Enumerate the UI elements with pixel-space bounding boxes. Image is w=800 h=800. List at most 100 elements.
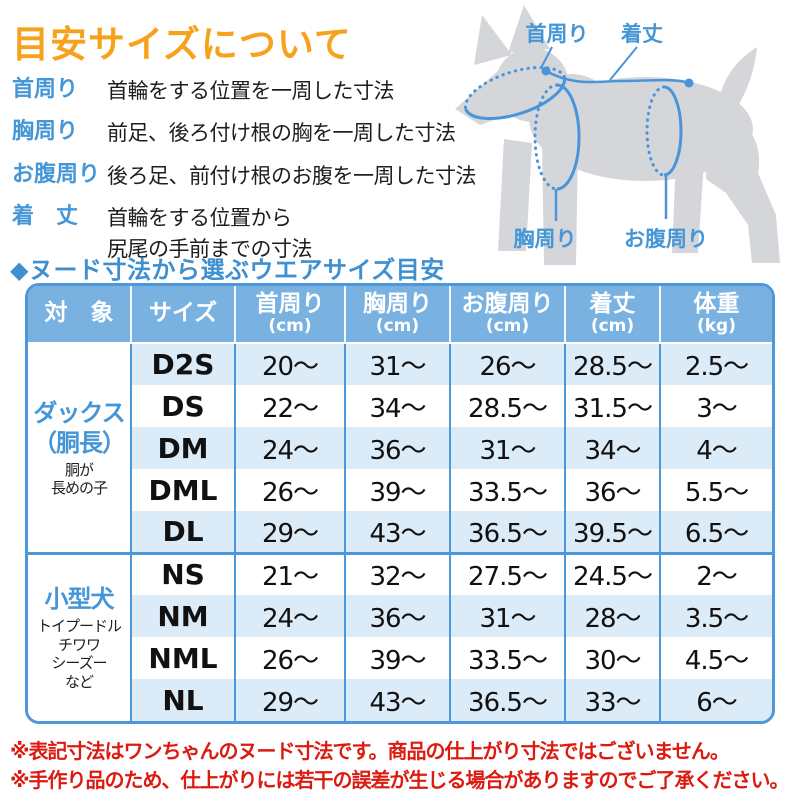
dog-diagram-svg: 首周り 着丈 胸周り お腹周り: [455, 5, 780, 265]
chest-cell: 39～: [345, 637, 451, 679]
weight-cell: 2.5～: [660, 343, 772, 385]
belly-cell: 33.5～: [450, 469, 566, 511]
dog-measurement-diagram: 首周り 着丈 胸周り お腹周り: [440, 0, 800, 270]
table-row: DL 29～ 43～ 36.5～ 39.5～ 6.5～: [28, 511, 772, 553]
header-neck: 首周り (cm): [235, 286, 346, 344]
neck-girth-line-back: [463, 65, 566, 111]
length-cell: 34～: [565, 427, 661, 469]
size-cell: NML: [131, 637, 236, 679]
dog-ear-left: [474, 15, 512, 65]
page-title: 目安サイズについて: [12, 23, 352, 66]
neck-cell: 29～: [235, 679, 346, 721]
table-row: NL 29～ 43～ 36.5～ 33～ 6～: [28, 679, 772, 721]
neck-cell: 24～: [235, 595, 346, 637]
note-nude-measurement: ※表記寸法はワンちゃんのヌード寸法です。商品の仕上がり寸法ではございません。: [10, 739, 730, 763]
group-name: 小型犬: [44, 584, 115, 613]
chest-cell: 39～: [345, 469, 451, 511]
belly-cell: 36.5～: [450, 679, 566, 721]
group-sub: 胴が 長めの子: [50, 460, 108, 498]
belly-cell: 31～: [450, 595, 566, 637]
chest-cell: 43～: [345, 511, 451, 553]
neck-cell: 26～: [235, 469, 346, 511]
weight-cell: 4～: [660, 427, 772, 469]
group-cell-dachshund: ダックス （胴長） 胴が 長めの子: [28, 343, 132, 553]
size-cell: NM: [131, 595, 236, 637]
size-cell: DML: [131, 469, 236, 511]
diagram-chest-label: 胸周り: [514, 227, 577, 251]
length-start-dot: [541, 66, 551, 76]
length-cell: 24.5～: [565, 551, 661, 595]
note-handmade-tolerance: ※手作り品のため、仕上がりには若干の誤差が生じる場合がありますのでご了承ください…: [10, 768, 789, 792]
weight-cell: 4.5～: [660, 637, 772, 679]
length-end-dot: [684, 78, 694, 88]
belly-cell: 28.5～: [450, 385, 566, 427]
header-size: サイズ: [131, 286, 236, 344]
header-chest: 胸周り (cm): [345, 286, 451, 344]
chest-cell: 32～: [345, 551, 451, 595]
length-cell: 30～: [565, 637, 661, 679]
group-sub: トイプードル チワワ シーズー など: [36, 616, 122, 691]
neck-cell: 26～: [235, 637, 346, 679]
length-cell: 28.5～: [565, 343, 661, 385]
chest-cell: 36～: [345, 427, 451, 469]
measurement-legend: 首周り 首輪をする位置を一周した寸法 胸周り 前足、後ろ付け根の胸を一周した寸法…: [12, 76, 482, 276]
belly-cell: 36.5～: [450, 511, 566, 553]
table-row: DML 26～ 39～ 33.5～ 36～ 5.5～: [28, 469, 772, 511]
dog-body: [537, 77, 753, 181]
length-cell: 39.5～: [565, 511, 661, 553]
table-row: NM 24～ 36～ 31～ 28～ 3.5～: [28, 595, 772, 637]
belly-cell: 26～: [450, 343, 566, 385]
table-row: DM 24～ 36～ 31～ 34～ 4～: [28, 427, 772, 469]
weight-cell: 2～: [660, 551, 772, 595]
diagram-neck-label: 首周り: [526, 22, 589, 46]
header-length: 着丈 (cm): [565, 286, 661, 344]
table-row: ダックス （胴長） 胴が 長めの子 D2S 20～ 31～ 26～ 28.5～ …: [28, 343, 772, 553]
legend-desc-chest: 前足、後ろ付け根の胸を一周した寸法: [107, 121, 456, 146]
belly-girth-line-front: [663, 85, 683, 177]
length-cell: 33～: [565, 679, 661, 721]
chest-cell: 31～: [345, 343, 451, 385]
table-row: NML 26～ 39～ 33.5～ 30～ 4.5～: [28, 637, 772, 679]
legend-row-neck: 首周り 首輪をする位置を一周した寸法: [12, 76, 482, 106]
weight-cell: 6～: [660, 679, 772, 721]
neck-cell: 29～: [235, 511, 346, 553]
legend-desc-neck: 首輪をする位置を一周した寸法: [107, 79, 395, 103]
size-table-heading: ◆ヌード寸法から選ぶウエアサイズ目安: [10, 256, 445, 284]
length-cell: 36～: [565, 469, 661, 511]
chest-cell: 43～: [345, 679, 451, 721]
legend-row-length: 着 丈 首輪をする位置から 尻尾の手前までの寸法: [12, 203, 482, 264]
legend-term-length: 着 丈: [12, 204, 79, 230]
size-table-grid: 対 象 サイズ 首周り (cm) 胸周り (cm) お腹周り (cm) 着丈 (cm) …: [28, 286, 772, 721]
back-length-line: [545, 69, 690, 85]
dog-rear-leg-near: [706, 109, 780, 263]
length-cell: 28～: [565, 595, 661, 637]
diagram-length-label: 着丈: [620, 22, 663, 46]
belly-girth-line-back: [645, 85, 666, 177]
legend-row-chest: 胸周り 前足、後ろ付け根の胸を一周した寸法: [12, 118, 482, 148]
header-weight: 体重 (kg): [660, 286, 772, 344]
chest-girth-line-front: [556, 83, 581, 191]
dog-rear-leg-far: [672, 159, 704, 253]
table-header-row: 対 象 サイズ 首周り (cm) 胸周り (cm) お腹周り (cm) 着丈 (cm) …: [28, 286, 772, 344]
dog-ear-right: [508, 5, 550, 53]
weight-cell: 3.5～: [660, 595, 772, 637]
group-name: ダックス （胴長）: [33, 398, 126, 457]
group-cell-small-dog: 小型犬 トイプードル チワワ シーズー など: [28, 551, 132, 721]
legend-term-chest: 胸周り: [12, 119, 79, 145]
neck-leader-line: [540, 46, 553, 69]
chest-cell: 36～: [345, 595, 451, 637]
chest-girth-line-back: [533, 83, 559, 191]
weight-cell: 6.5～: [660, 511, 772, 553]
size-cell: DS: [131, 385, 236, 427]
measurement-lines: [463, 46, 690, 221]
legend-term-neck: 首周り: [12, 77, 79, 102]
size-cell: NS: [131, 551, 236, 595]
weight-cell: 5.5～: [660, 469, 772, 511]
footnotes: ※表記寸法はワンちゃんのヌード寸法です。商品の仕上がり寸法ではございません。 ※…: [10, 737, 800, 795]
length-leader-line: [609, 46, 638, 81]
legend-desc-belly: 後ろ足、前付け根のお腹を一周した寸法: [107, 163, 477, 188]
dog-front-leg-far: [498, 139, 532, 251]
legend-desc-length: 首輪をする位置から 尻尾の手前までの寸法: [107, 206, 313, 261]
table-row: DS 22～ 34～ 28.5～ 31.5～ 3～: [28, 385, 772, 427]
size-cell: DM: [131, 427, 236, 469]
